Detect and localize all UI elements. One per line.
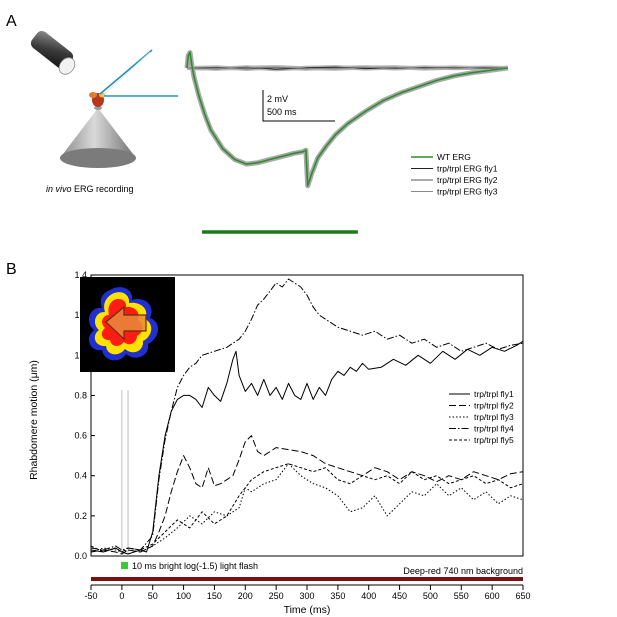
x-tick-label: 100 — [176, 591, 191, 601]
motion-series-fly2 — [90, 435, 524, 555]
stimulus-label: 10 ms bright log(-1.5) light flash — [132, 561, 258, 571]
y-tick-label: 0.0 — [74, 551, 87, 561]
flash-marker — [121, 562, 128, 569]
x-tick-label: 50 — [148, 591, 158, 601]
erg-series — [186, 51, 509, 187]
x-tick-label: 200 — [238, 591, 253, 601]
erg-legend-label-3: trp/trpl ERG fly3 — [437, 187, 498, 197]
motion-legend-label-2: trp/trpl fly2 — [474, 401, 514, 411]
x-tick-label: 250 — [269, 591, 284, 601]
motion-series-fly3 — [90, 463, 524, 553]
x-tick-label: 450 — [392, 591, 407, 601]
panel-b-letter: B — [6, 261, 17, 278]
x-axis-ticks: -50 0 50 100 150 200 250 300 350 400 450 500 550 600 6… — [84, 584, 531, 601]
y-tick-label: 0.2 — [74, 511, 87, 521]
y-tick-label: 0.4 — [74, 471, 87, 481]
motion-legend-label-5: trp/trpl fly5 — [474, 435, 514, 445]
motion-series-fly5 — [90, 463, 524, 553]
scale-bar: 2 mV 500 ms — [262, 90, 335, 122]
erg-series-wt — [186, 51, 509, 187]
motion-series-fly1 — [90, 340, 524, 555]
erg-legend-label-1: trp/trpl ERG fly1 — [437, 164, 498, 174]
x-tick-label: 300 — [299, 591, 314, 601]
erg-legend-label-2: trp/trpl ERG fly2 — [437, 175, 498, 185]
background-label: Deep-red 740 nm background — [403, 566, 523, 576]
x-tick-label: 550 — [454, 591, 469, 601]
cone-stage-icon — [60, 106, 136, 168]
y-tick-label: 1.4 — [74, 270, 87, 280]
stimulus-markers — [121, 390, 129, 556]
panel-a-letter: A — [6, 13, 17, 30]
erg-legend-label-0: WT ERG — [437, 152, 471, 162]
y-tick-label: 0.8 — [74, 390, 87, 400]
motion-plot: -50 0 50 100 150 200 250 300 350 400 450 500 550 600 6… — [28, 270, 531, 616]
motion-series — [90, 278, 524, 555]
x-tick-label: 600 — [485, 591, 500, 601]
x-tick-label: 650 — [515, 591, 530, 601]
x-tick-label: -50 — [84, 591, 97, 601]
electrode-icon — [99, 49, 178, 98]
y-tick-label: 0.6 — [74, 431, 87, 441]
motion-series-fly4 — [90, 278, 524, 551]
x-tick-label: 150 — [207, 591, 222, 601]
erg-setup-illustration — [30, 30, 178, 168]
motion-legend-label-3: trp/trpl fly3 — [474, 412, 514, 422]
x-tick-label: 500 — [423, 591, 438, 601]
motion-legend-label-4: trp/trpl fly4 — [474, 424, 514, 434]
illustration-caption: in vivo ERG recording — [46, 184, 134, 194]
caption-italic: in vivo — [46, 184, 72, 194]
scale-bar-lines — [262, 90, 335, 122]
erg-series-fly3 — [186, 66, 509, 70]
scale-bar-time-label: 500 ms — [267, 107, 297, 117]
rhabdomere-inset-image — [80, 277, 175, 372]
y-axis-title: Rhabdomere motion (μm) — [28, 360, 40, 480]
motion-legend-label-1: trp/trpl fly1 — [474, 389, 514, 399]
x-tick-label: 400 — [361, 591, 376, 601]
background-bar — [91, 577, 523, 581]
fly-icon — [89, 92, 105, 107]
light-source-icon — [30, 30, 76, 75]
plot-frame — [90, 274, 524, 557]
caption-rest: ERG recording — [72, 184, 134, 194]
x-tick-label: 0 — [119, 591, 124, 601]
x-axis-title: Time (ms) — [284, 604, 331, 616]
x-tick-label: 350 — [330, 591, 345, 601]
scale-bar-voltage-label: 2 mV — [267, 94, 288, 104]
